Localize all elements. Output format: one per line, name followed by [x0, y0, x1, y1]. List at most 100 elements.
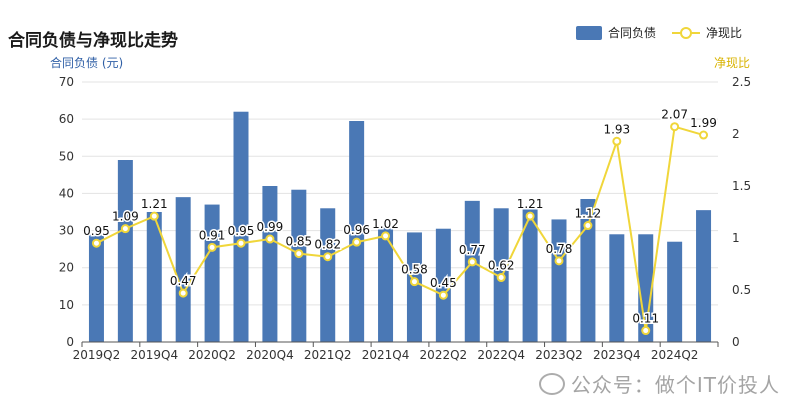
line-point	[265, 234, 275, 244]
line-point	[699, 130, 709, 140]
bar	[609, 234, 625, 342]
wechat-icon	[538, 372, 565, 395]
bar	[291, 189, 307, 342]
legend: 合同负债 净现比	[575, 24, 742, 41]
bar	[349, 121, 365, 342]
line-point	[323, 252, 333, 262]
line-point	[294, 249, 304, 259]
data-label: 0.45	[430, 276, 457, 290]
y-axis-left-label: 合同负债 (元)	[50, 56, 124, 70]
bar-series	[88, 111, 712, 342]
data-label: 0.11	[632, 312, 659, 326]
y-axis-left: 0 10 20 30 40 50 60 70	[59, 75, 74, 349]
legend-item-bar[interactable]: 合同负债	[575, 24, 656, 41]
data-label: 1.21	[517, 197, 544, 211]
data-label: 1.02	[372, 217, 399, 231]
data-label: 0.85	[285, 235, 312, 249]
y-right-tick-label: 1.5	[732, 179, 751, 193]
x-tick-label: 2023Q2	[535, 348, 583, 362]
line-point	[207, 242, 217, 252]
bar	[551, 219, 567, 342]
line-point	[641, 326, 651, 336]
y-right-tick-label: 0.5	[732, 283, 751, 297]
y-left-tick-label: 50	[59, 149, 74, 163]
bar	[696, 210, 712, 342]
line-point	[120, 224, 130, 234]
bar	[204, 204, 220, 342]
y-right-tick-label: 1	[732, 231, 740, 245]
x-tick-label: 2022Q4	[477, 348, 525, 362]
legend-line-swatch	[671, 26, 700, 40]
line-point	[496, 273, 506, 283]
bar	[175, 197, 191, 342]
line-point	[525, 211, 535, 221]
bar	[580, 199, 596, 342]
y-right-tick-label: 2.5	[732, 75, 751, 89]
legend-bar-swatch	[575, 25, 602, 40]
line-series	[91, 122, 709, 336]
bar	[320, 208, 336, 342]
bar	[406, 232, 422, 342]
line-point	[352, 237, 362, 247]
bar	[638, 234, 654, 342]
x-axis: 2019Q2 2019Q4 2020Q2 2020Q4 2021Q2 2021Q4 2022…	[73, 341, 719, 362]
bar	[464, 200, 480, 342]
bar	[522, 206, 538, 342]
y-left-tick-label: 0	[66, 335, 74, 349]
x-tick-label: 2024Q2	[651, 348, 699, 362]
chart-title: 合同负债与净现比走势	[8, 31, 178, 51]
line-point	[438, 290, 448, 300]
line-path	[96, 125, 704, 331]
line-point	[236, 238, 246, 248]
y-axis-right-label: 净现比	[714, 56, 751, 70]
data-label: 0.95	[228, 224, 255, 238]
data-labels: 0.951.091.210.470.91 0.95 0.990.85 0.820.96…	[82, 106, 719, 327]
data-label: 0.62	[488, 259, 515, 273]
data-label: 0.99	[257, 220, 284, 234]
bar	[667, 241, 683, 342]
data-label: 0.78	[546, 242, 573, 256]
y-left-tick-label: 70	[59, 75, 74, 89]
bar	[117, 160, 133, 342]
line-point	[670, 122, 680, 132]
data-label: 1.12	[575, 207, 602, 221]
data-label: 1.21	[141, 197, 168, 211]
y-left-tick-label: 40	[59, 186, 74, 200]
x-tick-label: 2021Q4	[362, 348, 410, 362]
x-tick-label: 2023Q4	[593, 348, 641, 362]
data-label: 0.95	[83, 224, 110, 238]
data-label: 0.82	[314, 238, 341, 252]
line-point	[554, 256, 564, 266]
x-tick-label: 2020Q2	[188, 348, 236, 362]
legend-item-line[interactable]: 净现比	[671, 24, 742, 41]
x-tick-label: 2021Q2	[304, 348, 352, 362]
y-right-tick-label: 2	[732, 127, 740, 141]
bar	[146, 212, 162, 342]
bar	[378, 226, 394, 342]
line-point	[467, 257, 477, 267]
line-point	[381, 231, 391, 241]
legend-label-line: 净现比	[705, 26, 742, 40]
data-label: 0.47	[170, 274, 197, 288]
line-point	[91, 238, 101, 248]
x-tick-label: 2022Q2	[420, 348, 468, 362]
data-label: 1.99	[690, 116, 717, 130]
bar	[88, 234, 104, 342]
line-point	[583, 221, 593, 231]
bar	[435, 228, 451, 342]
y-left-tick-label: 60	[59, 112, 74, 126]
data-label: 0.77	[459, 243, 486, 257]
watermark: 公众号：做个IT价投人	[538, 369, 780, 398]
y-left-tick-label: 10	[59, 298, 74, 312]
data-label: 0.58	[401, 263, 428, 277]
y-right-tick-label: 0	[732, 335, 740, 349]
x-tick-label: 2019Q4	[130, 348, 178, 362]
line-point	[149, 211, 159, 221]
x-tick-label: 2020Q4	[246, 348, 294, 362]
legend-label-bar: 合同负债	[607, 26, 656, 40]
data-label: 1.93	[603, 122, 630, 136]
line-point	[612, 136, 622, 146]
data-label: 1.09	[112, 210, 139, 224]
y-left-tick-label: 20	[59, 261, 74, 275]
